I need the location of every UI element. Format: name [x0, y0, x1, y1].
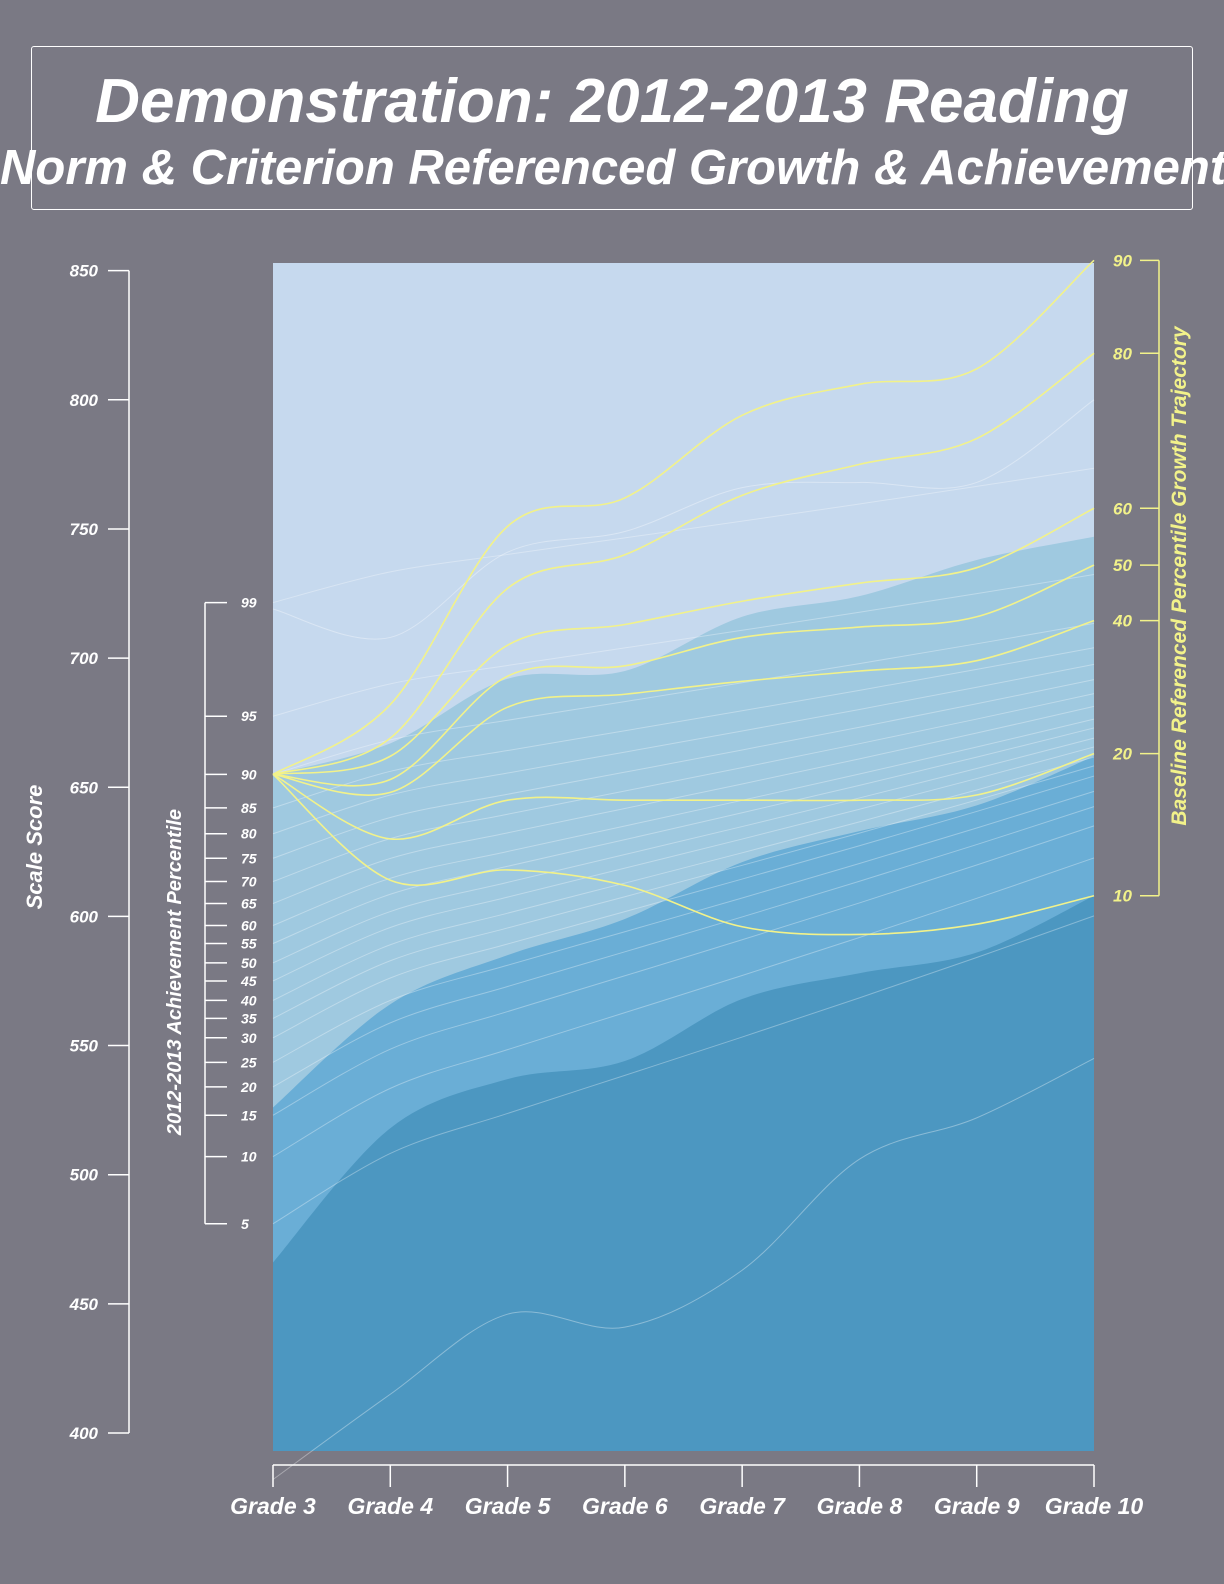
left-axis-tick-label: 550: [70, 1037, 99, 1056]
percentile-axis-tick-label: 99: [241, 595, 257, 611]
percentile-lines: [272, 399, 1095, 1480]
percentile-axis-tick-label: 5: [241, 1216, 249, 1232]
right-axis-tick-label: 10: [1113, 887, 1132, 906]
right-axis-tick-label: 90: [1113, 251, 1132, 270]
percentile-line-high: [272, 399, 1095, 640]
percentile-line-95: [272, 574, 1095, 717]
left-axis-tick-label: 500: [70, 1166, 99, 1185]
percentile-line-50: [272, 737, 1095, 964]
right-axis-tick-label: 50: [1113, 556, 1132, 575]
percentile-line-low: [272, 1058, 1095, 1480]
percentile-axis-label: 2012-2013 Achievement Percentile: [164, 809, 186, 1136]
x-axis-tick-label: Grade 5: [465, 1493, 552, 1519]
right-axis-tick-label: 20: [1112, 745, 1132, 764]
left-axis-tick-label: 400: [69, 1424, 99, 1443]
percentile-axis-tick-label: 50: [241, 955, 257, 971]
percentile-line-75: [272, 679, 1095, 859]
growth-trajectory-80: [272, 352, 1095, 776]
percentile-line-60: [272, 718, 1095, 926]
left-axis-tick-label: 450: [69, 1295, 99, 1314]
right-axis-tick-label: 40: [1112, 612, 1132, 631]
percentile-axis-tick-label: 25: [240, 1054, 257, 1070]
chart-subtitle: Norm & Criterion Referenced Growth & Ach…: [0, 141, 1224, 195]
right-axis-tick-label: 60: [1113, 499, 1132, 518]
x-axis-tick-label: Grade 4: [347, 1493, 433, 1519]
x-axis-tick-label: Grade 6: [582, 1493, 668, 1519]
percentile-axis-tick-label: 30: [241, 1030, 257, 1046]
x-axis-tick-label: Grade 8: [817, 1493, 903, 1519]
percentile-axis-tick-label: 85: [241, 800, 257, 816]
percentile-line-90: [272, 622, 1095, 775]
percentile-axis-tick-label: 40: [240, 992, 257, 1008]
left-axis-label: Scale Score: [22, 785, 47, 910]
percentile-axis-tick-label: 75: [241, 850, 257, 866]
percentile-axis-tick-label: 80: [241, 826, 257, 842]
percentile-line-45: [272, 746, 1095, 982]
right-axis-tick-label: 80: [1113, 344, 1132, 363]
percentile-axis-tick-label: 65: [241, 895, 257, 911]
growth-trajectory-10: [272, 773, 1095, 936]
axes: 4004505005506006507007508008509995908580…: [69, 251, 1160, 1519]
percentile-axis-tick-label: 60: [241, 917, 257, 933]
percentile-line-70: [272, 693, 1095, 882]
percentile-line-99: [272, 467, 1095, 604]
percentile-line-25: [272, 790, 1095, 1063]
growth-trajectory-40: [272, 619, 1095, 796]
percentile-axis-tick-label: 10: [241, 1149, 257, 1165]
percentile-line-30: [272, 775, 1095, 1039]
growth-trajectory-50: [272, 564, 1095, 787]
left-axis-tick-label: 650: [70, 778, 99, 797]
percentile-line-5: [272, 915, 1095, 1225]
left-axis-tick-label: 850: [70, 262, 99, 281]
left-axis-tick-label: 800: [70, 391, 99, 410]
percentile-line-15: [272, 825, 1095, 1116]
percentile-axis-tick-label: 35: [241, 1010, 257, 1026]
percentile-line-40: [272, 756, 1095, 1001]
x-axis-tick-label: Grade 9: [934, 1493, 1020, 1519]
percentile-axis-tick-label: 90: [241, 766, 257, 782]
band-low: [273, 895, 1094, 1451]
achievement-bands: [273, 263, 1094, 1451]
percentile-line-20: [272, 806, 1095, 1088]
growth-trajectory-20: [272, 752, 1095, 840]
x-axis-tick-label: Grade 7: [699, 1493, 786, 1519]
x-axis-tick-label: Grade 3: [230, 1493, 316, 1519]
growth-trajectory-60: [272, 507, 1095, 776]
right-axis-label: Baseline Referenced Percentile Growth Tr…: [1168, 325, 1191, 825]
percentile-line-10: [272, 857, 1095, 1158]
chart-title: Demonstration: 2012-2013 Reading: [95, 67, 1129, 136]
left-axis-tick-label: 750: [70, 520, 99, 539]
percentile-axis-tick-label: 95: [241, 708, 257, 724]
percentile-axis-tick-label: 55: [241, 936, 257, 952]
percentile-line-65: [272, 705, 1095, 904]
left-axis-tick-label: 700: [70, 649, 99, 668]
percentile-axis-tick-label: 70: [241, 874, 257, 890]
percentile-line-35: [272, 765, 1095, 1019]
percentile-line-85: [272, 647, 1095, 809]
growth-trajectory-90: [272, 259, 1095, 776]
percentile-line-55: [272, 727, 1095, 944]
percentile-axis-tick-label: 20: [240, 1079, 257, 1095]
percentile-line-80: [272, 663, 1095, 835]
title-box: [31, 46, 1193, 210]
percentile-axis-tick-label: 15: [241, 1107, 257, 1123]
percentile-axis-tick-label: 45: [240, 973, 257, 989]
left-axis-tick-label: 600: [70, 907, 99, 926]
x-axis-tick-label: Grade 10: [1045, 1493, 1144, 1519]
growth-trajectories: [272, 259, 1095, 936]
